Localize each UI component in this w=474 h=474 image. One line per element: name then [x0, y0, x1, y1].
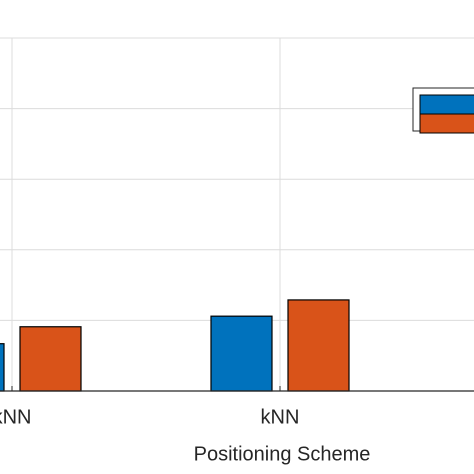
legend-swatch: [419, 113, 474, 134]
bar: [0, 343, 5, 392]
bar: [210, 315, 273, 392]
x-axis-label: Positioning Scheme: [194, 443, 371, 465]
x-tick-label: kNN: [261, 406, 300, 428]
bar: [19, 326, 82, 392]
bar: [287, 299, 350, 392]
x-tick-label: kNN: [0, 406, 31, 428]
